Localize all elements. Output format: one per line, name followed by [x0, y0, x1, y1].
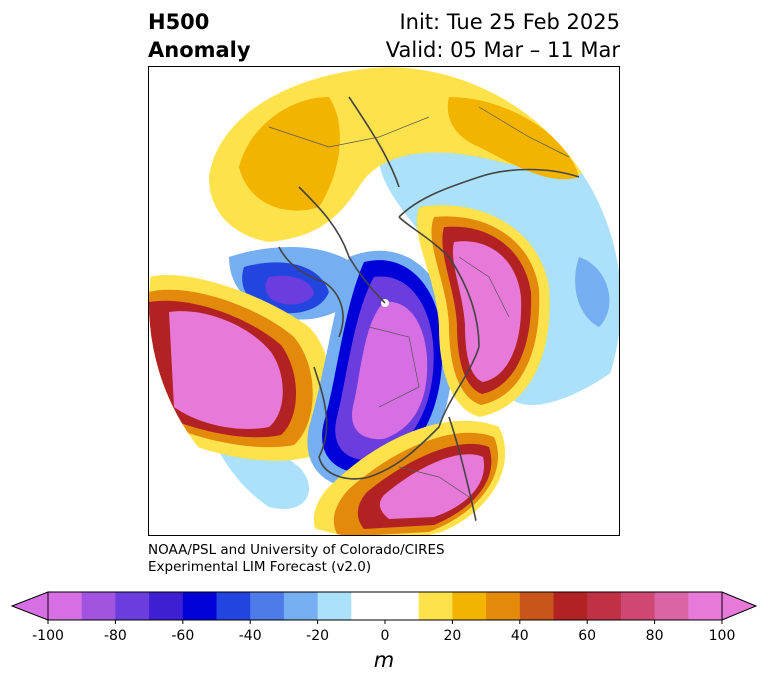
colorbar-tick-label: -20 [306, 628, 330, 644]
title-line-2: Anomaly [148, 38, 251, 62]
colorbar-arrow-low [10, 591, 49, 621]
colorbar-cell [216, 592, 251, 620]
colorbar-tick-label: 20 [443, 628, 462, 644]
anomaly-map [149, 67, 619, 535]
colorbar-cell [620, 592, 656, 620]
east-asia-trough-core [265, 275, 314, 305]
colorbar-cell [688, 592, 723, 620]
colorbar-cell [452, 592, 487, 620]
colorbar-cell [587, 592, 622, 620]
colorbar-cell [553, 592, 588, 620]
colorbar-cell [519, 592, 554, 620]
colorbar-cell [283, 592, 319, 620]
colorbar-arrow-high [721, 591, 758, 621]
asia-ridge-inner-west [239, 97, 340, 211]
colorbar-cell [317, 592, 352, 620]
eurasia-ridge-core [452, 241, 522, 382]
map-panel [148, 66, 620, 536]
valid-range: Valid: 05 Mar – 11 Mar [385, 38, 620, 62]
forecast-dates: Init: Tue 25 Feb 2025 Valid: 05 Mar – 11… [386, 8, 620, 64]
us-ridge-core [379, 454, 485, 519]
colorbar-cell [81, 592, 116, 620]
colorbar-tick-label: 40 [510, 628, 529, 644]
title-line-1: H500 [148, 10, 210, 34]
colorbar [10, 591, 758, 624]
colorbar-tick-label: -80 [103, 628, 127, 644]
pacific-ridge-core [169, 311, 283, 429]
colorbar-cell [250, 592, 285, 620]
colorbar-tick-label: -40 [238, 628, 262, 644]
colorbar-cell [48, 592, 83, 620]
colorbar-cell [654, 592, 689, 620]
colorbar-cell [418, 592, 453, 620]
credit-line-1: NOAA/PSL and University of Colorado/CIRE… [148, 542, 445, 558]
colorbar-tick-label: -100 [32, 628, 64, 644]
colorbar-tick-label: -60 [171, 628, 195, 644]
colorbar-tick-label: 100 [708, 628, 736, 644]
colorbar-cell [149, 592, 184, 620]
blue-region-east [575, 257, 610, 327]
map-title: H500 Anomaly [148, 8, 251, 64]
colorbar-tick-label: 80 [645, 628, 664, 644]
colorbar-cell [385, 592, 420, 620]
na-trough-core [352, 301, 428, 440]
init-date: Init: Tue 25 Feb 2025 [399, 10, 620, 34]
colorbar-cell [182, 592, 217, 620]
borders [268, 106, 570, 498]
credit-text: NOAA/PSL and University of Colorado/CIRE… [148, 542, 445, 576]
colorbar-unit: m [373, 648, 395, 672]
asia-ridge-inner-east [447, 97, 579, 180]
coastlines [278, 96, 580, 535]
credit-line-2: Experimental LIM Forecast (v2.0) [148, 559, 372, 575]
colorbar-cell [351, 592, 386, 620]
colorbar-cell [486, 592, 521, 620]
colorbar-cell [115, 592, 150, 620]
colorbar-tick-label: 0 [380, 628, 390, 644]
colorbar-tick-label: 60 [578, 628, 597, 644]
